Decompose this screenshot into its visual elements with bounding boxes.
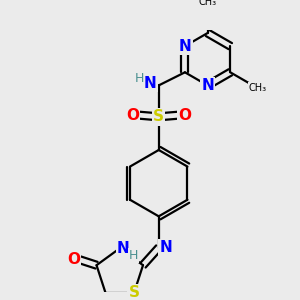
Text: O: O [126,108,139,123]
Text: H: H [129,249,138,262]
Text: CH₃: CH₃ [199,0,217,7]
Text: S: S [129,285,140,300]
Text: H: H [135,72,144,85]
Text: N: N [144,76,156,91]
Text: S: S [153,109,164,124]
Text: N: N [178,39,191,54]
Text: CH₃: CH₃ [248,83,266,93]
Text: O: O [67,252,80,267]
Text: N: N [159,240,172,255]
Text: N: N [117,241,130,256]
Text: N: N [201,78,214,93]
Text: O: O [178,108,191,123]
